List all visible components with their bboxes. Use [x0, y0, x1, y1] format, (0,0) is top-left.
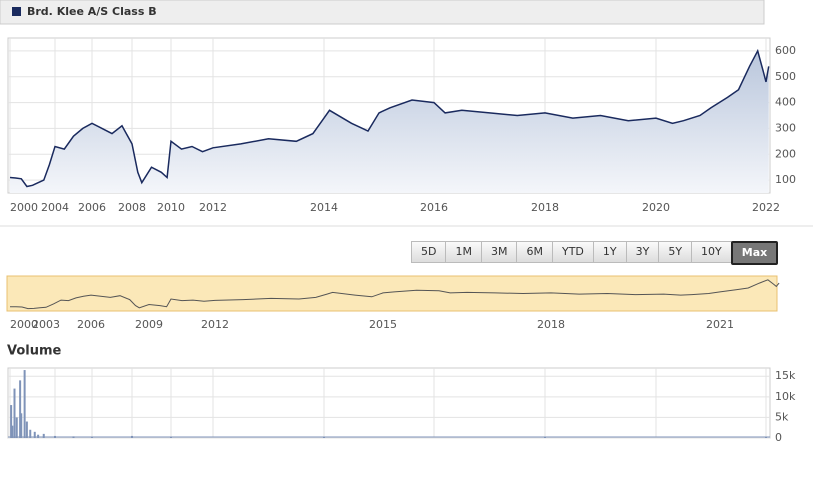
volume-bar	[42, 433, 45, 438]
x-tick-label: 2018	[531, 201, 559, 214]
navigator-tick-label: 2000	[10, 318, 38, 331]
area	[10, 50, 769, 194]
line	[9, 48, 770, 188]
y-tick-label: 5k	[775, 410, 789, 423]
x-tick-label: 2000	[10, 201, 38, 214]
volume-bar	[131, 435, 133, 438]
volume-bar	[170, 436, 172, 438]
volume-bar	[91, 436, 93, 438]
range-button[interactable]: 5Y	[658, 241, 693, 263]
range-buttons: 5D 1M 3M 6M YTD 1Y 3Y 5Y 10Y Max	[411, 241, 779, 265]
y-tick-label: 200	[775, 147, 796, 160]
y-tick-label: 300	[775, 121, 796, 134]
legend-swatch	[12, 7, 21, 16]
x-tick-label: 2020	[642, 201, 670, 214]
range-button[interactable]: 3M	[480, 241, 518, 263]
volume-bar	[54, 435, 56, 438]
range-button[interactable]: 3Y	[625, 241, 660, 263]
legend-label: Brd. Klee A/S Class B	[27, 5, 157, 18]
navigator	[6, 275, 778, 312]
volume-bar	[72, 436, 75, 438]
range-button[interactable]: Max	[730, 241, 779, 265]
volume-bar	[11, 425, 14, 438]
navigator-tick-label: 2012	[201, 318, 229, 331]
x-tick-label: 2010	[157, 201, 185, 214]
x-tick-label: 2012	[199, 201, 227, 214]
range-button[interactable]: 1M	[445, 241, 482, 263]
volume-bar	[10, 405, 13, 438]
navigator-tick-label: 2003	[32, 318, 60, 331]
header-bar	[0, 0, 765, 25]
range-button[interactable]: YTD	[551, 241, 594, 263]
volume-title: Volume	[7, 344, 62, 359]
navigator-tick-label: 2009	[135, 318, 163, 331]
volume-bar	[20, 413, 23, 438]
volume-bar	[765, 436, 767, 438]
volume-bar	[19, 380, 22, 438]
volume-bar	[23, 370, 26, 438]
navigator-tick-label: 2015	[369, 318, 397, 331]
y-tick-label: 400	[775, 96, 796, 109]
volume-bar	[37, 434, 40, 438]
navigator-tick-label: 2018	[537, 318, 565, 331]
y-tick-label: 600	[775, 44, 796, 57]
volume-bar	[15, 417, 18, 438]
navigator-tick-label: 2006	[77, 318, 105, 331]
volume-bar	[29, 429, 32, 438]
volume-bar	[33, 431, 36, 438]
navigator-tick-label: 2021	[706, 318, 734, 331]
range-button[interactable]: 5D	[411, 241, 447, 263]
x-tick-label: 2006	[78, 201, 106, 214]
y-tick-label: 10k	[775, 390, 796, 403]
y-tick-label: 500	[775, 70, 796, 83]
navigator-line	[9, 279, 780, 310]
range-button[interactable]: 10Y	[691, 241, 732, 263]
volume-bar	[13, 388, 16, 438]
y-tick-label: 15k	[775, 369, 796, 382]
x-tick-label: 2016	[420, 201, 448, 214]
range-button[interactable]: 6M	[516, 241, 553, 263]
x-tick-label: 2022	[752, 201, 780, 214]
range-button[interactable]: 1Y	[592, 241, 627, 263]
y-tick-label: 0	[775, 431, 782, 444]
volume-bar	[544, 437, 546, 438]
x-tick-label: 2008	[118, 201, 146, 214]
y-tick-label: 100	[775, 173, 796, 186]
x-tick-label: 2014	[310, 201, 338, 214]
volume-bar	[323, 437, 325, 438]
volume-bar	[25, 421, 28, 438]
x-tick-label: 2004	[41, 201, 69, 214]
